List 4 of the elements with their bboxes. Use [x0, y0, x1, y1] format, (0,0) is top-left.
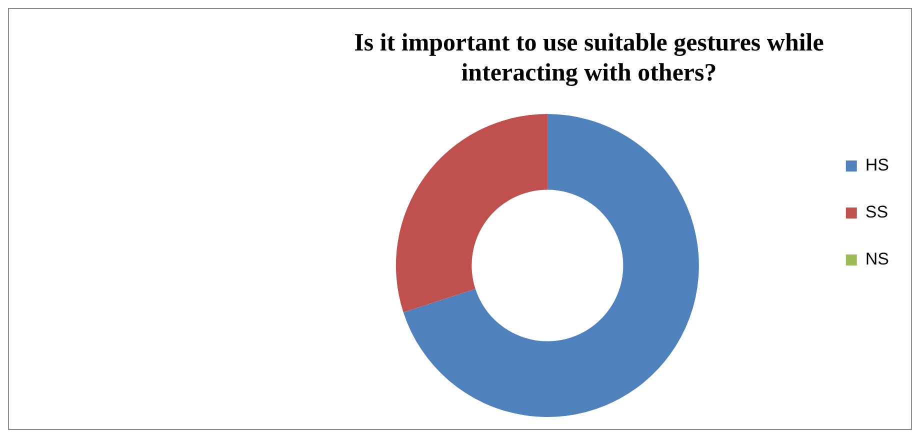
- legend-label: SS: [865, 202, 888, 222]
- chart-title: Is it important to use suitable gestures while interacting with others?: [354, 29, 824, 86]
- legend-label: HS: [865, 156, 890, 175]
- legend-label: NS: [865, 250, 890, 269]
